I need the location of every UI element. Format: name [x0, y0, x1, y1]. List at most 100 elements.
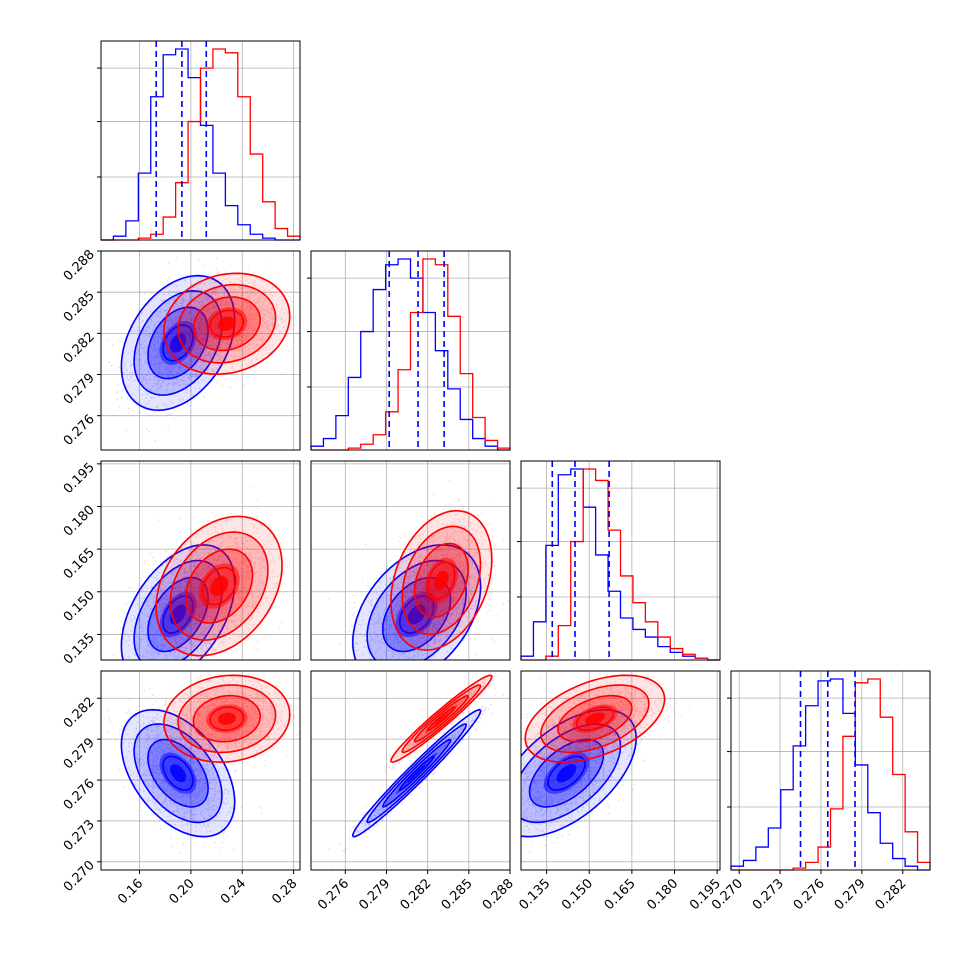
- y-tick-label: 0.285: [61, 288, 98, 325]
- y-tick-label: 0.195: [61, 460, 98, 497]
- contour-blue: [133, 559, 223, 660]
- panel-diag-1: [310, 250, 511, 451]
- contour-red: [163, 272, 291, 376]
- contour-red: [177, 684, 277, 754]
- density-fill-blue: [556, 764, 577, 783]
- panel-background: [101, 251, 300, 450]
- contour-red: [427, 561, 456, 600]
- contour-red: [390, 510, 493, 651]
- contour-red: [155, 515, 283, 657]
- scatter-points: [328, 525, 505, 660]
- y-tick-label: 0.165: [61, 545, 98, 582]
- x-tick-label: 0.20: [167, 876, 198, 907]
- panel-content: [328, 671, 509, 867]
- contour-blue: [351, 708, 482, 838]
- x-tick-label: 0.288: [480, 876, 517, 913]
- y-tick-label: 0.282: [61, 694, 98, 731]
- contour-red: [427, 706, 456, 731]
- scatter-points: [146, 673, 300, 771]
- panel-diag-0: [100, 40, 301, 241]
- contour-red: [184, 548, 254, 624]
- contour-blue: [381, 738, 452, 808]
- x-tick-label: 0.165: [602, 876, 639, 913]
- panel-diag-3: [730, 670, 931, 871]
- density-fill-red: [434, 570, 449, 591]
- panel-content: [113, 486, 292, 660]
- contour-blue: [366, 723, 468, 824]
- panel-border: [100, 250, 301, 451]
- panel-joint-3-1: [310, 670, 511, 871]
- density-fill-blue: [169, 764, 187, 783]
- density-fill-red: [585, 712, 605, 725]
- contour-blue: [162, 755, 194, 791]
- panel-border: [310, 250, 511, 451]
- y-tick-label: 0.279: [61, 735, 98, 772]
- x-tick-label: 0.285: [439, 876, 476, 913]
- y-tick-label: 0.288: [61, 247, 98, 284]
- contour-red: [413, 542, 469, 619]
- panel-joint-3-0: [100, 670, 301, 871]
- contour-red: [177, 283, 277, 364]
- scatter-points: [138, 486, 292, 660]
- y-tick-label: 0.279: [61, 371, 98, 408]
- panel-diag-2: [520, 460, 721, 661]
- x-tick-label: 0.180: [644, 876, 681, 913]
- density-fill-blue: [407, 764, 426, 783]
- y-tick-label: 0.270: [61, 858, 98, 895]
- x-tick-label: 0.282: [873, 876, 910, 913]
- contour-blue: [133, 723, 223, 824]
- y-tick-label: 0.282: [61, 330, 98, 367]
- x-tick-label: 0.282: [398, 876, 435, 913]
- histogram-series-red: [101, 48, 301, 241]
- contour-red: [557, 694, 633, 743]
- panel-border: [310, 460, 511, 661]
- contour-blue: [147, 576, 209, 653]
- density-fill-blue: [407, 604, 426, 625]
- histogram-series-blue: [310, 258, 510, 451]
- contour-blue: [528, 738, 605, 808]
- density-fill-blue: [169, 333, 187, 353]
- histogram-series-blue: [730, 678, 930, 871]
- histogram-series-red: [521, 468, 720, 661]
- contour-red: [540, 684, 650, 754]
- panel-content: [107, 673, 300, 854]
- density-fill-red: [434, 712, 449, 725]
- density-fill-red: [217, 316, 236, 331]
- contour-red: [401, 684, 482, 754]
- scatter-points: [521, 684, 670, 853]
- panel-joint-2-0: [100, 460, 301, 661]
- contour-red: [163, 674, 291, 763]
- panel-content: [108, 257, 300, 442]
- panel-border: [520, 670, 721, 871]
- contour-red: [192, 296, 262, 352]
- contour-blue: [133, 289, 223, 396]
- contour-red: [413, 694, 469, 743]
- panel-border: [100, 460, 301, 661]
- x-tick-label: 0.273: [750, 876, 787, 913]
- x-tick-label: 0.276: [315, 876, 352, 913]
- density-fill-red: [217, 712, 236, 725]
- x-tick-label: 0.150: [559, 876, 596, 913]
- panel-border: [730, 670, 931, 871]
- density-fill-red: [210, 576, 229, 596]
- contour-red: [209, 309, 245, 338]
- y-tick-label: 0.135: [61, 631, 98, 668]
- y-tick-label: 0.276: [61, 412, 98, 449]
- scatter-points: [521, 672, 691, 776]
- contour-red: [401, 525, 482, 636]
- contour-red: [192, 694, 262, 743]
- contour-blue: [351, 544, 482, 660]
- contour-red: [169, 531, 269, 641]
- panel-joint-3-2: [520, 670, 721, 871]
- x-tick-label: 0.276: [791, 876, 828, 913]
- x-tick-label: 0.16: [115, 876, 146, 907]
- panel-border: [100, 670, 301, 871]
- y-tick-label: 0.273: [61, 817, 98, 854]
- contour-blue: [398, 755, 435, 791]
- contour-blue: [120, 274, 236, 412]
- contour-red: [575, 706, 615, 731]
- panel-border: [310, 670, 511, 871]
- contour-red: [201, 566, 237, 606]
- panel-content: [521, 672, 691, 853]
